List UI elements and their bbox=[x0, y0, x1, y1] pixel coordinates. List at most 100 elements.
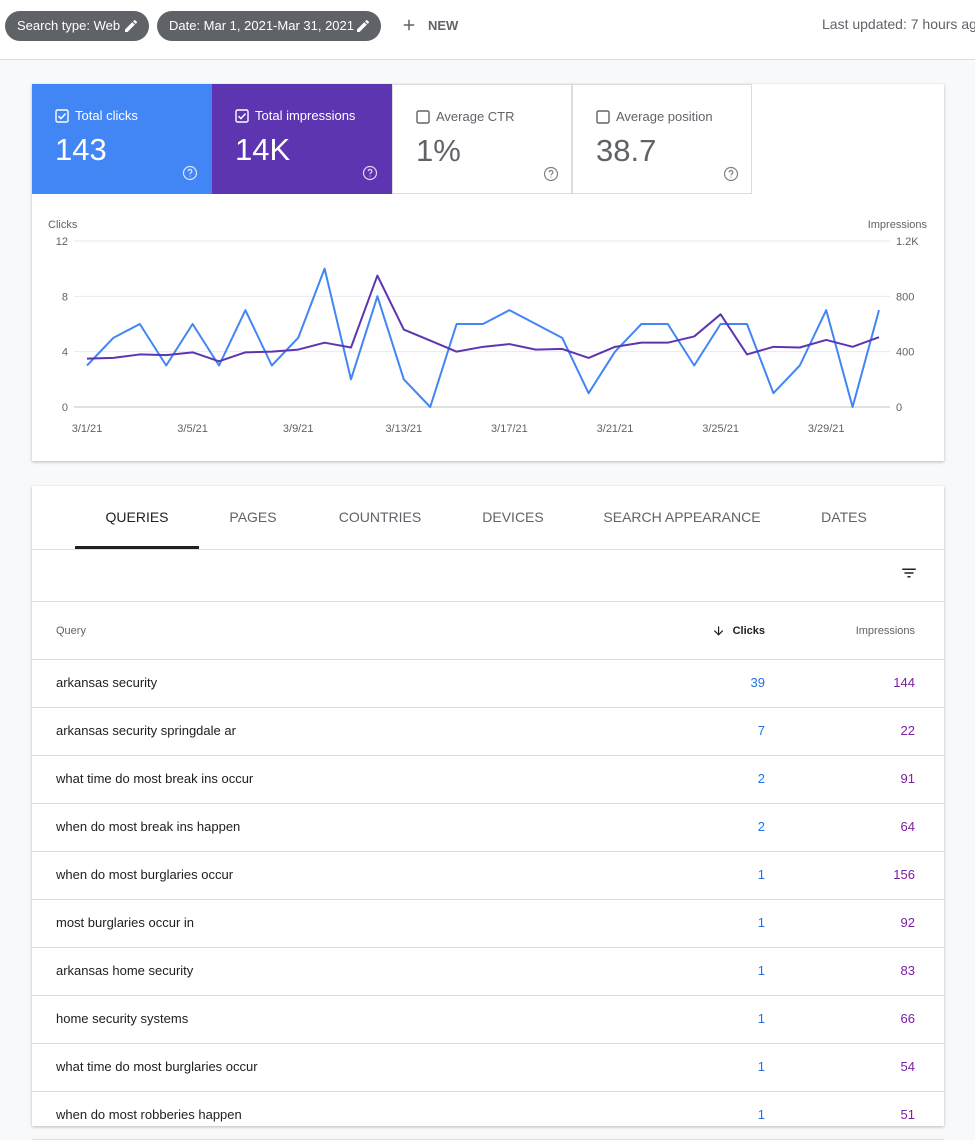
table-cell: 144 bbox=[893, 675, 915, 690]
metric-label: Average CTR bbox=[436, 109, 515, 124]
help-icon bbox=[362, 165, 378, 181]
column-header[interactable]: Clicks bbox=[713, 625, 765, 637]
x-tick-label: 3/21/21 bbox=[597, 423, 634, 435]
x-tick-label: 3/5/21 bbox=[177, 423, 208, 435]
filter-icon[interactable] bbox=[900, 564, 918, 582]
y-tick-label: 0 bbox=[62, 402, 68, 414]
table-cell: 7 bbox=[757, 723, 765, 738]
x-tick-label: 3/17/21 bbox=[491, 423, 528, 435]
y-tick-label: 12 bbox=[56, 236, 68, 248]
checkbox-box bbox=[416, 110, 430, 124]
metric-value: 143 bbox=[55, 132, 107, 167]
new-button[interactable]: NEW bbox=[400, 14, 458, 38]
x-tick-label: 3/9/21 bbox=[283, 423, 314, 435]
table-cell: home security systems bbox=[56, 1011, 189, 1026]
sort-icon bbox=[713, 626, 724, 636]
divider bbox=[32, 549, 944, 550]
plus-icon bbox=[403, 19, 415, 31]
metric-value: 14K bbox=[235, 132, 291, 167]
divider bbox=[32, 803, 944, 804]
chart: Clicks Impressions 0 4 8 12 0 400 800 1.2K 3/1/21 3… bbox=[48, 219, 928, 435]
tab[interactable]: PAGES bbox=[229, 509, 277, 525]
x-tick-label: 3/1/21 bbox=[72, 423, 103, 435]
table-cell: arkansas security springdale ar bbox=[56, 723, 236, 738]
table-cell: what time do most break ins occur bbox=[56, 771, 254, 786]
tab[interactable]: QUERIES bbox=[105, 509, 169, 525]
y-axis-label: Clicks bbox=[48, 219, 78, 231]
help-mark bbox=[728, 169, 734, 178]
y2-axis-label: Impressions bbox=[868, 219, 928, 231]
toolbar: Search type: Web Date: Mar 1, 2021-Mar 3… bbox=[0, 0, 975, 60]
table-cell: 92 bbox=[900, 915, 915, 930]
tab[interactable]: DATES bbox=[821, 509, 867, 525]
table-cell: arkansas home security bbox=[56, 963, 194, 978]
y-tick-label: 8 bbox=[62, 291, 68, 303]
help-icon bbox=[723, 166, 739, 182]
help-mark bbox=[548, 169, 554, 178]
table-cell: 39 bbox=[750, 675, 765, 690]
table-cell: 1 bbox=[757, 867, 765, 882]
table-cell: what time do most burglaries occur bbox=[56, 1059, 258, 1074]
tab[interactable]: DEVICES bbox=[482, 509, 544, 525]
metric-tile[interactable]: Total clicks 143 bbox=[32, 84, 212, 194]
table-cell: when do most robberies happen bbox=[56, 1107, 242, 1122]
performance-card: Total clicks 143 Total impressions 14K Avera… bbox=[32, 84, 944, 461]
help-circle bbox=[543, 166, 559, 182]
table-card: QUERIES PAGES COUNTRIES DEVICES SEARCH APPEA… bbox=[32, 486, 944, 1140]
tab[interactable]: SEARCH APPEARANCE bbox=[603, 509, 761, 525]
divider bbox=[32, 659, 944, 660]
chip-label: Search type: Web bbox=[17, 18, 121, 33]
divider bbox=[32, 947, 944, 948]
divider bbox=[32, 755, 944, 756]
checkbox-box bbox=[55, 109, 69, 123]
divider bbox=[32, 707, 944, 708]
divider bbox=[32, 851, 944, 852]
table-cell: when do most burglaries occur bbox=[56, 867, 234, 882]
edit-icon bbox=[357, 19, 370, 32]
series-line bbox=[86, 267, 880, 408]
checkbox-box bbox=[596, 110, 610, 124]
y2-tick-label: 800 bbox=[896, 291, 914, 303]
table-cell: most burglaries occur in bbox=[56, 915, 194, 930]
filter-chip[interactable]: Date: Mar 1, 2021-Mar 31, 2021 bbox=[157, 11, 381, 41]
metric-tile[interactable]: Average CTR 1% bbox=[392, 84, 572, 194]
checkbox bbox=[55, 109, 69, 123]
table-cell: 1 bbox=[757, 1107, 765, 1122]
table-cell: 156 bbox=[893, 867, 915, 882]
divider bbox=[32, 995, 944, 996]
checkbox bbox=[596, 110, 610, 124]
table-cell: arkansas security bbox=[56, 675, 158, 690]
x-tick-label: 3/29/21 bbox=[808, 423, 845, 435]
metric-value: 1% bbox=[416, 133, 461, 168]
help-circle bbox=[723, 166, 739, 182]
y2-tick-label: 0 bbox=[896, 402, 902, 414]
table-cell: 91 bbox=[900, 771, 915, 786]
help-mark bbox=[367, 168, 373, 177]
table-cell: 83 bbox=[900, 963, 915, 978]
y-tick-label: 4 bbox=[62, 347, 68, 359]
table-cell: 54 bbox=[900, 1059, 915, 1074]
table-cell: 22 bbox=[900, 723, 915, 738]
table-cell: 1 bbox=[757, 1059, 765, 1074]
metric-tile[interactable]: Average position 38.7 bbox=[572, 84, 752, 194]
table-cell: 64 bbox=[900, 819, 915, 834]
x-tick-label: 3/13/21 bbox=[385, 423, 422, 435]
checkbox bbox=[235, 109, 249, 123]
filter-chip[interactable]: Search type: Web bbox=[5, 11, 149, 41]
tab[interactable]: COUNTRIES bbox=[338, 509, 422, 525]
table-cell: 51 bbox=[900, 1107, 915, 1122]
metric-value: 38.7 bbox=[596, 133, 657, 168]
help-circle bbox=[362, 165, 378, 181]
table-cell: 1 bbox=[757, 1011, 765, 1026]
help-icon bbox=[543, 166, 559, 182]
metric-tile[interactable]: Total impressions 14K bbox=[212, 84, 392, 194]
divider bbox=[32, 601, 944, 602]
checkbox-box bbox=[235, 109, 249, 123]
chip-label: Date: Mar 1, 2021-Mar 31, 2021 bbox=[169, 18, 354, 33]
column-header[interactable]: Impressions bbox=[855, 625, 915, 637]
help-mark bbox=[187, 168, 193, 177]
tab-indicator bbox=[75, 546, 199, 549]
help-circle bbox=[182, 165, 198, 181]
y2-tick-label: 1.2K bbox=[896, 236, 919, 248]
